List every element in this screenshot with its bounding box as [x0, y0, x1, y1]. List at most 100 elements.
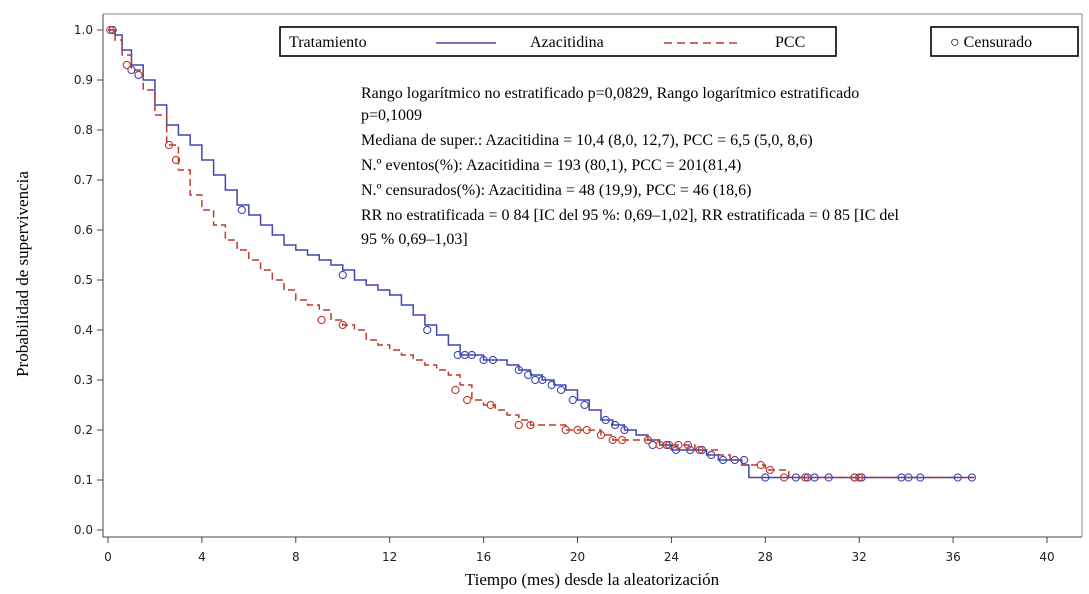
statistics-annotation: Rango logarítmico no estratificado p=0,0… — [361, 85, 899, 248]
annotation-line-1: Rango logarítmico no estratificado p=0,0… — [361, 85, 859, 102]
censor-mark-azacitidina — [730, 455, 739, 465]
y-tick-label: 0.4 — [74, 323, 93, 337]
censor-mark-azacitidina — [467, 350, 477, 360]
censor-mark-azacitidina — [904, 473, 913, 482]
y-tick-label: 0.9 — [74, 73, 93, 87]
censor-mark-pcc — [683, 440, 692, 450]
censor-mark-pcc — [617, 435, 627, 445]
censor-mark-pcc — [674, 440, 683, 450]
censor-mark-pcc — [561, 425, 570, 435]
censor-mark-azacitidina — [610, 420, 620, 430]
y-tick-label: 0.5 — [74, 273, 93, 287]
censor-mark-azacitidina — [479, 355, 488, 365]
x-tick-label: 40 — [1039, 550, 1054, 564]
annotation-line-7: 95 % 0,69–1,03] — [361, 231, 468, 248]
x-tick-label: 36 — [945, 550, 960, 564]
censor-mark-pcc — [573, 425, 582, 435]
censor-mark-azacitidina — [237, 205, 246, 215]
censor-mark-azacitidina — [697, 445, 707, 455]
censor-legend: ○ Censurado — [930, 26, 1079, 57]
censor-mark-azacitidina — [707, 450, 716, 460]
censor-mark-pcc — [779, 473, 789, 482]
censor-mark-azacitidina — [423, 325, 432, 335]
censor-legend-label: ○ Censurado — [950, 34, 1032, 51]
censor-mark-azacitidina — [547, 380, 556, 390]
censor-mark-azacitidina — [686, 445, 695, 455]
censor-mark-azacitidina — [538, 375, 547, 385]
censor-mark-azacitidina — [134, 70, 143, 80]
series-layer — [108, 29, 975, 479]
censor-legend-frame — [930, 26, 1079, 57]
y-tick-label: 0.1 — [74, 473, 93, 487]
censor-mark-pcc — [164, 140, 174, 150]
x-axis-ticks: 0 4 8 12 16 20 24 28 32 36 40 — [104, 537, 1055, 564]
censor-mark-pcc — [756, 460, 765, 470]
censor-mark-azacitidina — [601, 415, 610, 425]
y-tick-label: 0.7 — [74, 173, 93, 187]
x-tick-label: 12 — [382, 550, 397, 564]
x-tick-label: 24 — [664, 550, 679, 564]
censor-mark-pcc — [526, 420, 535, 430]
legend-azacitidina-label: Azacitidina — [530, 34, 604, 51]
censor-mark-azacitidina — [791, 473, 800, 482]
censor-mark-azacitidina — [810, 473, 819, 482]
censor-mark-azacitidina — [718, 455, 728, 465]
censor-mark-pcc — [317, 315, 326, 325]
censor-mark-pcc — [608, 435, 617, 445]
x-axis-title: Tiempo (mes) desde la aleatorización — [465, 570, 720, 589]
censor-mark-pcc — [855, 473, 864, 482]
censor-mark-pcc — [582, 425, 592, 435]
censor-mark-pcc — [850, 473, 859, 482]
annotation-line-5: N.º censurados(%): Azacitidina = 48 (19,… — [361, 182, 752, 199]
censor-mark-azacitidina — [127, 65, 136, 75]
x-tick-label: 4 — [198, 550, 206, 564]
x-tick-label: 20 — [570, 550, 585, 564]
censor-mark-pcc — [486, 400, 495, 410]
censor-mark-azacitidina — [580, 400, 589, 410]
annotation-line-3: Mediana de super.: Azacitidina = 10,4 (8… — [361, 132, 813, 149]
y-axis-title: Probabilidad de supervivencia — [13, 171, 32, 377]
censor-mark-pcc — [664, 440, 674, 450]
censor-mark-azacitidina — [916, 473, 925, 482]
censor-mark-azacitidina — [531, 375, 540, 385]
censor-mark-pcc — [338, 320, 347, 330]
censor-mark-pcc — [451, 385, 460, 395]
censor-mark-azacitidina — [740, 455, 749, 465]
legend-pcc-label: PCC — [775, 34, 805, 51]
censor-mark-pcc — [463, 395, 472, 405]
y-tick-label: 0.0 — [74, 523, 93, 537]
censor-marks — [106, 25, 977, 482]
legend-title: Tratamiento — [289, 34, 367, 51]
censor-mark-azacitidina — [671, 445, 681, 455]
censor-mark-azacitidina — [488, 355, 498, 365]
censor-mark-pcc — [801, 473, 810, 482]
censor-mark-pcc — [122, 60, 131, 70]
censor-mark-azacitidina — [524, 370, 533, 380]
censor-mark-pcc — [171, 155, 181, 165]
y-tick-label: 1.0 — [74, 23, 93, 37]
x-tick-label: 28 — [758, 550, 773, 564]
annotation-line-6: RR no estratificada = 0 84 [IC del 95 %:… — [361, 207, 899, 224]
censor-mark-azacitidina — [568, 395, 577, 405]
legend-frame — [279, 26, 837, 57]
censor-mark-azacitidina — [514, 365, 523, 375]
censor-mark-azacitidina — [967, 473, 977, 482]
censor-mark-azacitidina — [761, 473, 770, 482]
y-tick-label: 0.6 — [74, 223, 93, 237]
censor-mark-azacitidina — [556, 385, 566, 395]
censor-mark-azacitidina — [620, 425, 629, 435]
y-tick-label: 0.3 — [74, 373, 93, 387]
x-tick-label: 0 — [104, 550, 112, 564]
censor-mark-pcc — [106, 25, 115, 35]
censor-mark-pcc — [695, 445, 704, 455]
y-axis-ticks: 0.0 0.1 0.2 0.3 0.4 0.5 0.6 0.7 0.8 0.9 1.0 — [74, 23, 103, 537]
censor-mark-pcc — [765, 465, 775, 475]
censor-mark-azacitidina — [338, 270, 347, 280]
censor-mark-pcc — [643, 435, 653, 445]
legend: Tratamiento Azacitidina PCC — [279, 26, 837, 57]
censor-mark-pcc — [655, 440, 664, 450]
censor-mark-azacitidina — [953, 473, 962, 482]
y-tick-label: 0.2 — [74, 423, 93, 437]
censor-mark-pcc — [596, 430, 606, 440]
